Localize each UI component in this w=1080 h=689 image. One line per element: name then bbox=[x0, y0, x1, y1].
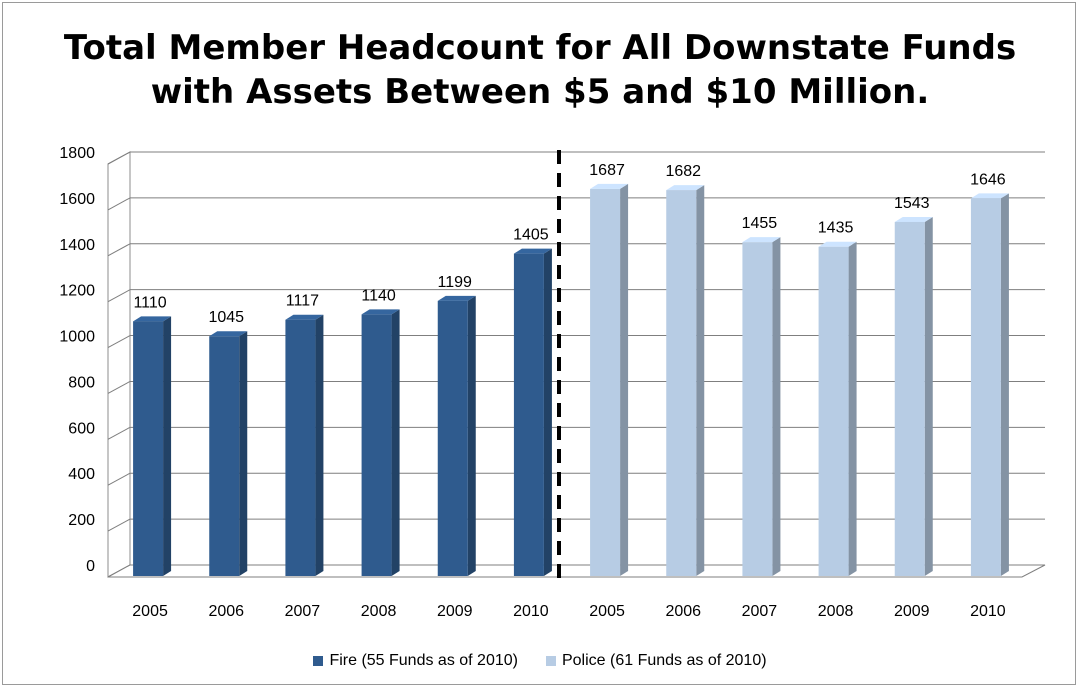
y-tick-label: 200 bbox=[68, 512, 95, 529]
x-tick-label: 2008 bbox=[361, 603, 397, 620]
bar-top bbox=[590, 183, 629, 189]
bar-side bbox=[315, 314, 324, 576]
data-label: 1455 bbox=[742, 215, 778, 232]
bar bbox=[970, 198, 1001, 576]
data-label: 1045 bbox=[208, 309, 244, 326]
bar-top bbox=[513, 248, 552, 254]
legend-swatch-police bbox=[545, 656, 556, 666]
data-label: 1543 bbox=[894, 195, 930, 212]
bar bbox=[209, 336, 240, 576]
chart-title-line-2: with Assets Between $5 and $10 Million. bbox=[150, 72, 930, 112]
legend-item-police: Police (61 Funds as of 2010) bbox=[545, 652, 767, 670]
data-label: 1435 bbox=[818, 220, 854, 237]
chart-title-line-1: Total Member Headcount for All Downstate… bbox=[63, 28, 1017, 68]
y-tick-label: 0 bbox=[86, 558, 95, 575]
bar-top bbox=[818, 241, 857, 247]
chart-legend: Fire (55 Funds as of 2010) Police (61 Fu… bbox=[0, 652, 1080, 670]
data-label: 1140 bbox=[361, 287, 396, 304]
bar-top bbox=[285, 314, 324, 320]
y-tick-label: 400 bbox=[68, 466, 95, 483]
chart-floor bbox=[107, 564, 1046, 578]
bar-side bbox=[848, 241, 857, 576]
data-label: 1110 bbox=[133, 294, 166, 311]
bar bbox=[590, 188, 621, 576]
bar-top bbox=[133, 316, 172, 322]
x-tick-label: 2010 bbox=[513, 603, 549, 620]
data-label: 1405 bbox=[513, 227, 549, 244]
y-tick-label: 600 bbox=[68, 420, 95, 437]
x-tick-label: 2009 bbox=[437, 603, 473, 620]
gridline-side bbox=[107, 426, 131, 440]
bar-side bbox=[163, 316, 172, 576]
x-tick-label: 2008 bbox=[818, 603, 854, 620]
x-tick-label: 2010 bbox=[970, 603, 1006, 620]
bar bbox=[742, 242, 773, 577]
x-tick-label: 2009 bbox=[894, 603, 930, 620]
bar-top bbox=[209, 331, 248, 337]
legend-label-police: Police (61 Funds as of 2010) bbox=[561, 652, 767, 669]
x-tick-label: 2005 bbox=[589, 603, 625, 620]
gridline-side bbox=[107, 243, 131, 257]
gridline-side bbox=[107, 472, 131, 486]
bar bbox=[361, 314, 392, 576]
bar-top bbox=[361, 309, 400, 315]
bar bbox=[818, 246, 849, 576]
bar bbox=[894, 221, 925, 576]
data-label: 1199 bbox=[438, 274, 473, 291]
gridline-side bbox=[107, 381, 131, 394]
y-tick-label: 1000 bbox=[59, 329, 95, 346]
x-tick-label: 2007 bbox=[742, 603, 778, 620]
gridline-side bbox=[107, 518, 131, 532]
bar bbox=[666, 190, 697, 576]
y-tick-label: 1200 bbox=[59, 283, 95, 300]
bar-side bbox=[696, 185, 705, 576]
left-wall bbox=[107, 151, 131, 578]
bar-top bbox=[894, 216, 933, 222]
bar-side bbox=[467, 295, 476, 576]
bar-top bbox=[666, 185, 705, 191]
bar-side bbox=[1000, 193, 1009, 576]
x-tick-label: 2005 bbox=[132, 603, 168, 620]
x-tick-label: 2006 bbox=[665, 603, 701, 620]
y-tick-label: 1800 bbox=[59, 145, 95, 162]
y-tick-label: 1400 bbox=[59, 237, 95, 254]
bar bbox=[437, 300, 468, 576]
bar-side bbox=[239, 331, 248, 576]
legend-swatch-fire bbox=[313, 656, 324, 666]
data-label: 1687 bbox=[589, 162, 625, 179]
data-label: 1117 bbox=[286, 293, 319, 310]
bar-side bbox=[391, 309, 400, 576]
bar-side bbox=[620, 183, 629, 576]
gridline-side bbox=[107, 335, 131, 348]
x-tick-label: 2007 bbox=[285, 603, 321, 620]
gridline-side bbox=[107, 197, 131, 211]
legend-item-fire: Fire (55 Funds as of 2010) bbox=[313, 652, 518, 670]
chart-title: Total Member Headcount for All Downstate… bbox=[0, 26, 1080, 114]
bar bbox=[513, 253, 544, 576]
bar-side bbox=[543, 248, 552, 576]
bar-top bbox=[437, 295, 476, 301]
y-tick-label: 800 bbox=[68, 374, 95, 391]
legend-label-fire: Fire (55 Funds as of 2010) bbox=[329, 652, 518, 669]
bar-top bbox=[970, 193, 1009, 199]
gridline-side bbox=[107, 151, 131, 165]
bar bbox=[133, 321, 164, 576]
bar-side bbox=[924, 216, 933, 576]
bar-side bbox=[772, 237, 781, 577]
x-tick-label: 2006 bbox=[208, 603, 244, 620]
gridline-side bbox=[107, 289, 131, 303]
data-label: 1682 bbox=[665, 163, 701, 180]
y-tick-label: 1600 bbox=[59, 191, 95, 208]
data-label: 1646 bbox=[970, 171, 1006, 188]
bar bbox=[285, 319, 316, 576]
bar-top bbox=[742, 237, 781, 243]
